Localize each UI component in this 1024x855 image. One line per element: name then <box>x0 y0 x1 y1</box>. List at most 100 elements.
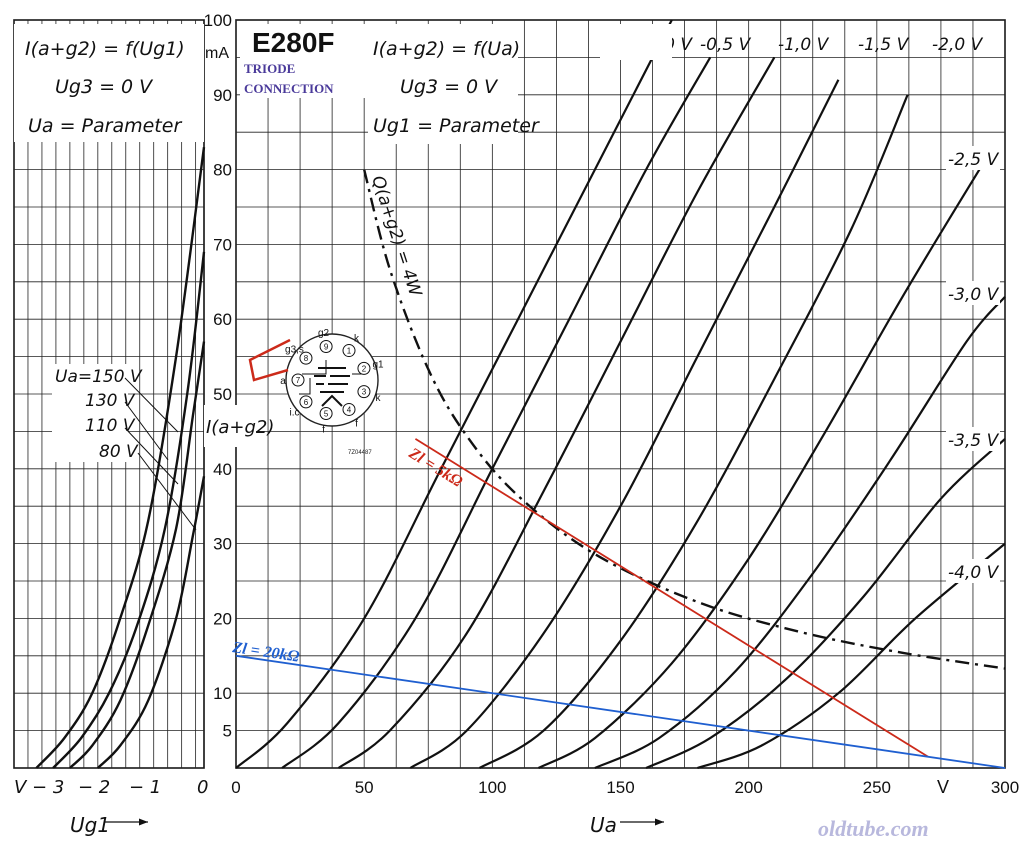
mode-line-2: CONNECTION <box>244 81 334 96</box>
y-tick-label: 80 <box>213 161 232 180</box>
pin-label: f <box>322 424 325 435</box>
left-x-tick-neg3: V − 3 <box>14 777 64 798</box>
series-label: -2,5 V <box>948 150 1000 170</box>
pin-circle <box>342 402 356 416</box>
tube-name: E280F <box>252 27 335 58</box>
pin-circle <box>299 395 313 409</box>
left-x-axis: V − 3 − 2 − 1 0 Ug1 <box>14 777 208 837</box>
plate-curve <box>537 169 981 769</box>
series-label: -2,0 V <box>932 35 984 55</box>
tube-symbol <box>299 360 362 407</box>
left-panel-condition-parameter: Ua = Parameter <box>28 115 182 137</box>
pin-number: 8 <box>304 354 309 363</box>
left-x-tick-zero: 0 <box>197 777 208 798</box>
plate-curve <box>478 94 909 769</box>
load-line <box>414 438 929 758</box>
plate-curve <box>594 296 1006 769</box>
x-tick-label: 300 <box>991 778 1019 797</box>
watermark: oldtube.com <box>818 816 929 841</box>
pin-number: 6 <box>304 398 309 407</box>
dissipation-curve <box>363 169 1006 670</box>
pin-number: 4 <box>347 405 352 414</box>
pin-number: 7 <box>296 376 301 385</box>
y-tick-label: 90 <box>213 86 232 105</box>
y-axis-label: I(a+g2) <box>206 417 274 438</box>
pin-label: i.c <box>289 407 299 418</box>
x-tick-label: 200 <box>734 778 762 797</box>
y-tick-label: 70 <box>213 235 232 254</box>
series-label: -3,0 V <box>948 285 1000 305</box>
curve-label-leader <box>124 401 169 461</box>
left-x-tick-neg2: − 2 <box>78 777 110 798</box>
y-tick-label: 20 <box>213 609 232 628</box>
y-tick-label: 5 <box>223 722 232 741</box>
transfer-curve <box>96 476 206 769</box>
right-y-axis: mA I(a+g2) <box>204 45 274 447</box>
series-label-bg <box>946 559 1000 583</box>
transfer-curve <box>69 341 206 769</box>
right-panel-header: E280F TRIODE CONNECTION I(a+g2) = f(Ua) … <box>240 24 672 144</box>
series-label: -3,5 V <box>948 431 1000 451</box>
pinout-code: 7Z04487 <box>348 450 372 456</box>
right-x-axis: V Ua <box>590 777 949 837</box>
plate-curve <box>697 542 1006 770</box>
right-panel-condition-ug3: Ug3 = 0 V <box>400 76 499 98</box>
right-x-axis-label: Ua <box>590 813 617 837</box>
pin-number: 5 <box>324 409 329 418</box>
series-label-bg <box>946 427 1000 451</box>
plate-curve <box>235 19 673 769</box>
transfer-curve <box>52 251 206 769</box>
pin-label: a <box>280 376 286 387</box>
series-label: -1,5 V <box>858 35 910 55</box>
x-tick-label: 250 <box>863 778 891 797</box>
plate-curve <box>281 56 712 769</box>
g2-strap <box>248 338 291 382</box>
left-panel-header: I(a+g2) = f(Ug1) Ug3 = 0 V Ua = Paramete… <box>14 24 204 142</box>
curve-label-ua-80: 80 V <box>99 442 139 462</box>
right-panel-condition-parameter: Ug1 = Parameter <box>373 115 540 137</box>
pin-circle <box>291 373 305 387</box>
y-tick-label: 60 <box>213 310 232 329</box>
plate-curve <box>409 79 840 769</box>
y-tick-label: 10 <box>213 684 232 703</box>
y-tick-label: 100 <box>204 11 232 30</box>
pin-label: k <box>376 393 382 404</box>
left-x-tick-neg1: − 1 <box>129 777 161 798</box>
pin-number: 1 <box>347 347 352 356</box>
pin-circle <box>319 340 333 354</box>
pin-circle <box>342 344 356 358</box>
left-panel-condition-ug3: Ug3 = 0 V <box>55 76 154 98</box>
pin-circle <box>357 385 371 399</box>
y-tick-label: 50 <box>213 385 232 404</box>
load-line <box>235 654 1006 769</box>
pin-label: g2 <box>318 328 330 339</box>
x-tick-label: 50 <box>355 778 374 797</box>
pin-number: 9 <box>324 343 329 352</box>
pin-number: 3 <box>362 388 367 397</box>
mode-line-1: TRIODE <box>244 61 295 76</box>
pin-number: 2 <box>362 364 367 373</box>
transfer-curve <box>35 147 206 769</box>
plate-curve <box>337 56 776 769</box>
pin-label: g3,s <box>285 345 304 356</box>
right-x-axis-arrowhead <box>655 818 664 826</box>
pin-circle <box>319 406 333 420</box>
pin-label: g1 <box>372 359 384 370</box>
left-x-axis-label: Ug1 <box>70 813 110 837</box>
curve-label-ua-130: 130 V <box>85 391 136 411</box>
y-unit: mA <box>205 45 229 62</box>
left-curve-labels: Ua=150 V 130 V 110 V 80 V <box>52 364 197 531</box>
curve-label-ua-110: 110 V <box>85 416 136 436</box>
pin-circle <box>299 351 313 365</box>
plate-curve <box>645 438 1006 769</box>
x-tick-label: 100 <box>478 778 506 797</box>
curve-label-leader <box>124 377 179 433</box>
x-tick-label: 0 <box>231 778 240 797</box>
curve-label-leader <box>124 427 179 485</box>
left-x-axis-arrowhead <box>139 818 148 826</box>
series-label-bg <box>946 146 1000 170</box>
pin-label: f <box>355 418 358 429</box>
